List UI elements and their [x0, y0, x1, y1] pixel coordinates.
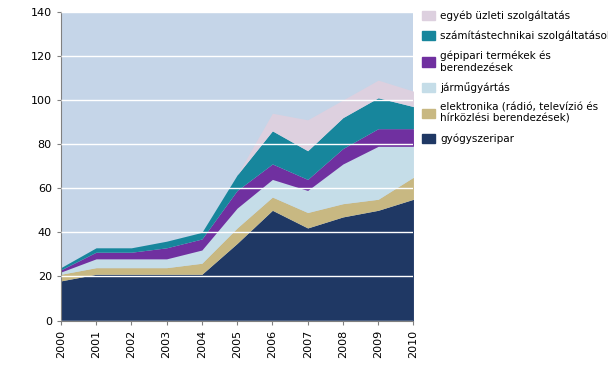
Legend: egyéb üzleti szolgáltatás, számítástechnikai szolgáltatások, gépipari termékek é: egyéb üzleti szolgáltatás, számítástechn…: [422, 11, 608, 144]
